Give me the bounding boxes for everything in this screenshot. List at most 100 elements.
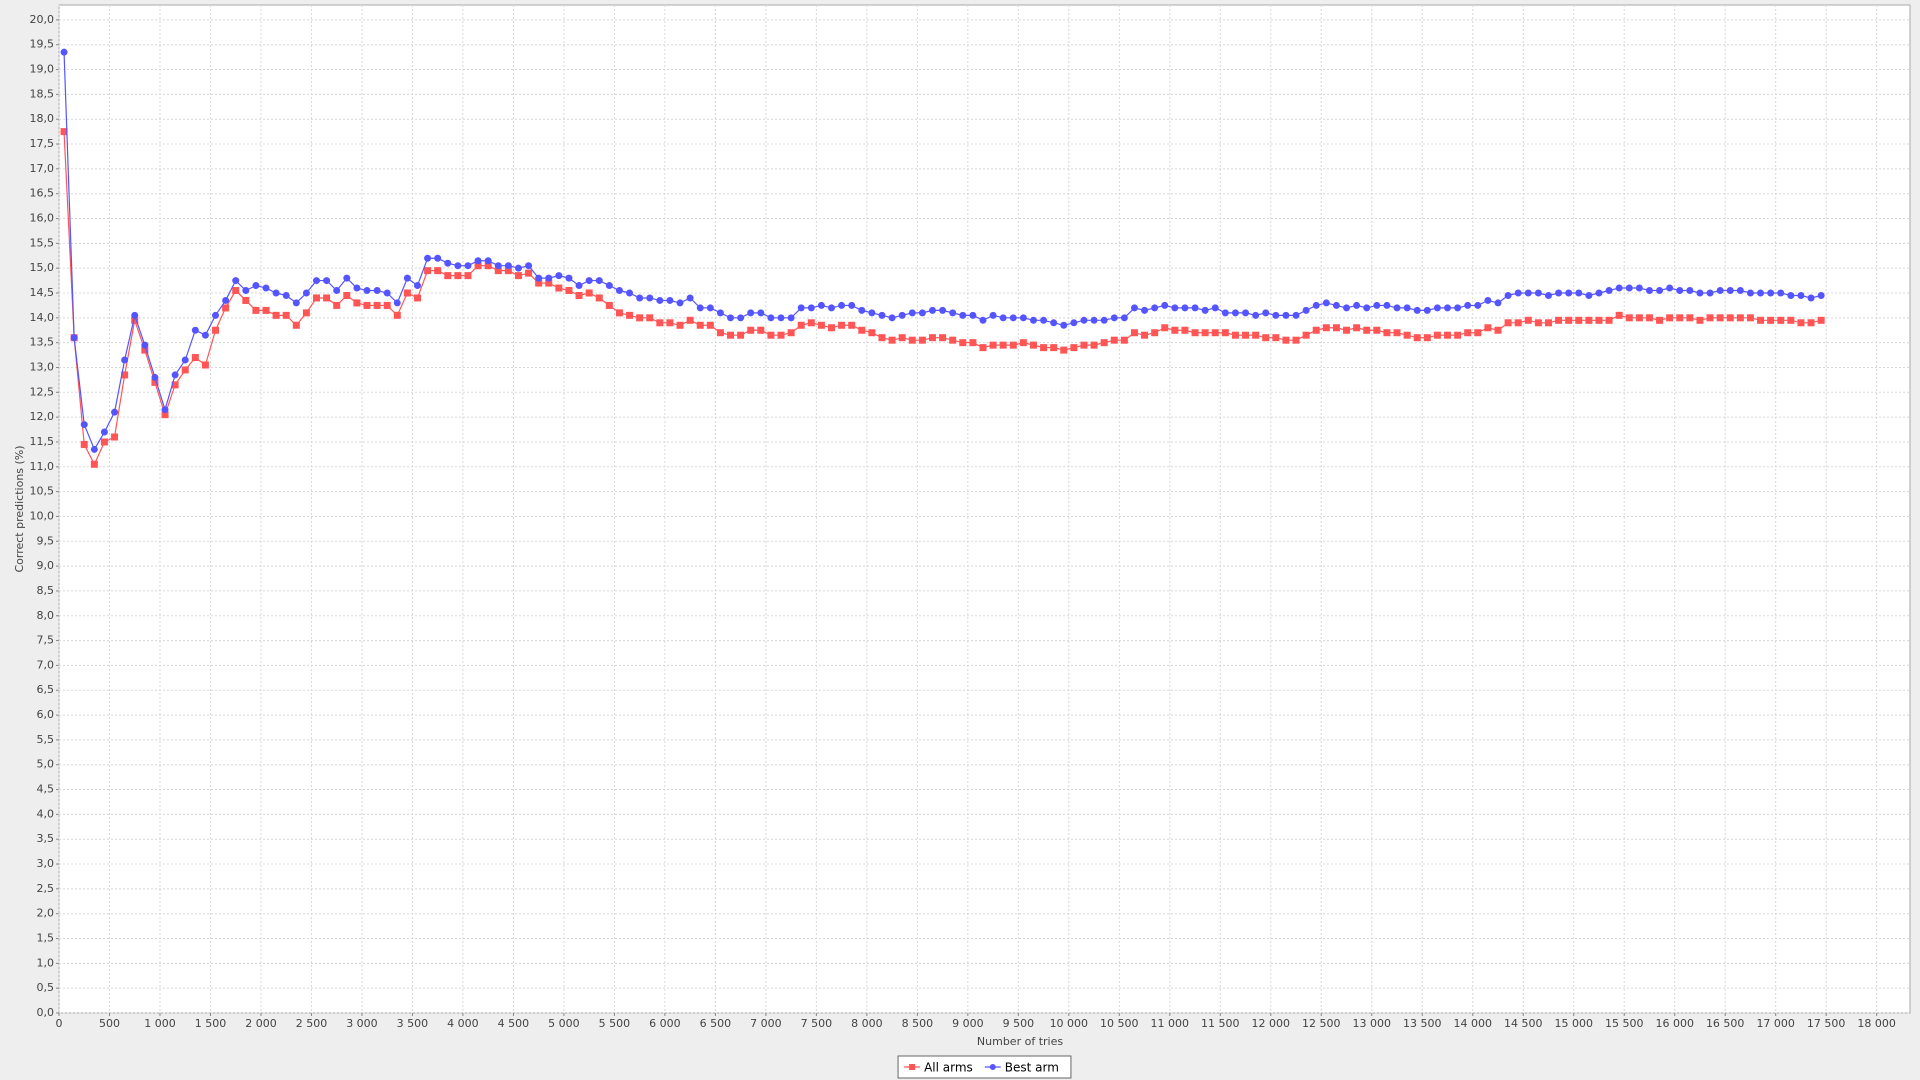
marker — [1343, 304, 1351, 312]
legend-label: All arms — [924, 1061, 973, 1075]
marker — [676, 321, 684, 329]
marker — [1120, 336, 1128, 344]
marker — [1191, 329, 1199, 337]
marker — [1221, 329, 1229, 337]
marker — [323, 294, 331, 302]
marker — [959, 339, 967, 347]
marker — [787, 314, 795, 322]
marker — [232, 277, 240, 285]
marker — [696, 321, 704, 329]
marker — [292, 299, 300, 307]
marker — [353, 299, 361, 307]
marker — [555, 284, 563, 292]
y-tick-label: 14,0 — [30, 311, 55, 324]
marker — [1252, 331, 1260, 339]
marker — [989, 1064, 996, 1070]
marker — [161, 411, 169, 419]
marker — [504, 267, 512, 275]
marker — [1211, 329, 1219, 337]
y-tick-label: 4,5 — [37, 783, 55, 796]
marker — [1686, 314, 1694, 322]
marker — [242, 296, 250, 304]
marker — [262, 284, 270, 292]
marker — [565, 287, 573, 295]
y-tick-label: 5,5 — [37, 733, 55, 746]
marker — [343, 291, 351, 299]
y-tick-label: 20,0 — [30, 13, 55, 26]
x-tick-label: 4 500 — [498, 1017, 530, 1030]
marker — [1575, 316, 1583, 324]
x-tick-label: 8 000 — [851, 1017, 883, 1030]
marker — [1504, 319, 1512, 327]
marker — [1454, 331, 1462, 339]
marker — [1090, 316, 1098, 324]
marker — [323, 277, 331, 285]
marker — [1464, 301, 1472, 309]
marker — [444, 272, 452, 280]
x-tick-label: 10 000 — [1050, 1017, 1089, 1030]
y-tick-label: 19,5 — [30, 38, 55, 51]
marker — [1716, 287, 1724, 295]
marker — [1343, 326, 1351, 334]
marker — [191, 326, 199, 334]
marker — [131, 311, 139, 319]
marker — [1413, 334, 1421, 342]
y-tick-label: 0,5 — [37, 981, 55, 994]
marker — [1070, 319, 1078, 327]
marker — [1504, 291, 1512, 299]
marker — [525, 262, 533, 270]
marker — [383, 301, 391, 309]
marker — [636, 294, 644, 302]
marker — [302, 309, 310, 317]
marker — [1282, 311, 1290, 319]
marker — [626, 289, 634, 297]
marker — [999, 314, 1007, 322]
marker — [1726, 314, 1734, 322]
marker — [1746, 289, 1754, 297]
x-tick-label: 12 000 — [1252, 1017, 1291, 1030]
marker — [858, 326, 866, 334]
marker — [413, 282, 421, 290]
marker — [1423, 306, 1431, 314]
marker — [1383, 329, 1391, 337]
y-tick-label: 11,5 — [30, 435, 55, 448]
marker — [90, 460, 98, 468]
marker — [767, 314, 775, 322]
plot-area — [58, 4, 1911, 1014]
marker — [939, 334, 947, 342]
marker — [1706, 314, 1714, 322]
marker — [686, 294, 694, 302]
marker — [201, 331, 209, 339]
marker — [232, 287, 240, 295]
marker — [1171, 326, 1179, 334]
marker — [282, 311, 290, 319]
marker — [60, 48, 68, 56]
marker — [575, 291, 583, 299]
y-tick-label: 11,0 — [30, 460, 55, 473]
x-tick-label: 15 500 — [1605, 1017, 1644, 1030]
marker — [1615, 311, 1623, 319]
marker — [242, 287, 250, 295]
marker — [90, 445, 98, 453]
marker — [1373, 326, 1381, 334]
marker — [1161, 301, 1169, 309]
marker — [1312, 301, 1320, 309]
marker — [1009, 341, 1017, 349]
marker — [848, 301, 856, 309]
x-tick-label: 500 — [99, 1017, 120, 1030]
marker — [363, 287, 371, 295]
marker — [1676, 314, 1684, 322]
x-tick-label: 14 500 — [1504, 1017, 1543, 1030]
marker — [969, 339, 977, 347]
marker — [747, 326, 755, 334]
marker — [878, 311, 886, 319]
marker — [353, 284, 361, 292]
marker — [514, 272, 522, 280]
marker — [999, 341, 1007, 349]
x-tick-label: 1 500 — [195, 1017, 227, 1030]
marker — [928, 306, 936, 314]
marker — [807, 304, 815, 312]
marker — [828, 304, 836, 312]
marker — [1040, 316, 1048, 324]
marker — [1090, 341, 1098, 349]
